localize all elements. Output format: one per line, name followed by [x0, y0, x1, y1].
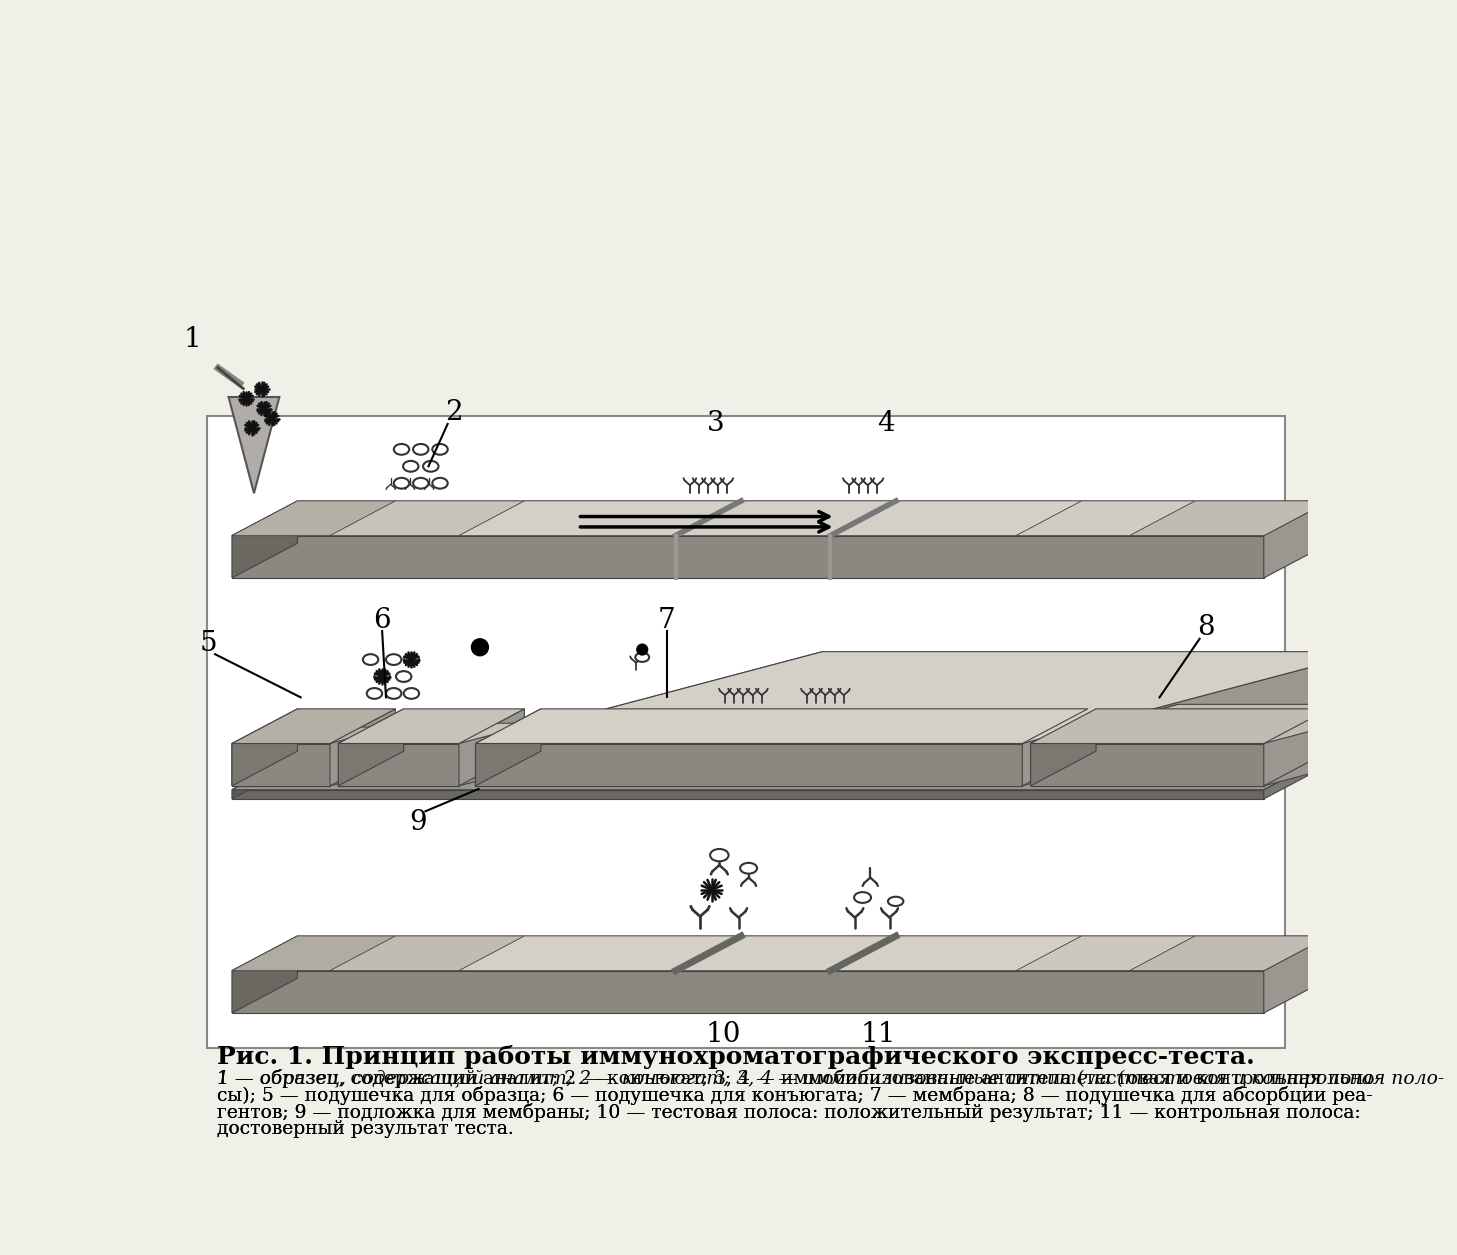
Text: достоверный результат теста.: достоверный результат теста. [217, 1121, 513, 1138]
Polygon shape [232, 536, 1263, 579]
Polygon shape [1129, 501, 1329, 536]
Ellipse shape [414, 478, 428, 488]
Polygon shape [338, 723, 415, 786]
Text: 6: 6 [373, 607, 390, 634]
Ellipse shape [887, 897, 903, 906]
Text: сы); 5 — подушечка для образца; 6 — подушечка для конъюгата; 7 — мембрана; 8 — п: сы); 5 — подушечка для образца; 6 — поду… [217, 1086, 1372, 1104]
Polygon shape [1263, 709, 1329, 786]
Ellipse shape [386, 688, 401, 699]
Polygon shape [232, 743, 329, 786]
Polygon shape [338, 723, 536, 743]
Polygon shape [229, 397, 280, 493]
Polygon shape [232, 501, 1329, 536]
Polygon shape [475, 651, 822, 786]
Polygon shape [232, 936, 297, 1013]
Polygon shape [232, 709, 297, 786]
Text: 11: 11 [860, 1022, 896, 1048]
Polygon shape [232, 727, 392, 743]
Polygon shape [232, 970, 1263, 1013]
Polygon shape [232, 743, 329, 786]
Text: 2: 2 [444, 399, 463, 425]
Text: сы); 5 — подушечка для образца; 6 — подушечка для конъюгата; 7 — мембрана; 8 — п: сы); 5 — подушечка для образца; 6 — поду… [217, 1086, 1372, 1104]
Polygon shape [232, 756, 297, 799]
Polygon shape [1016, 936, 1195, 970]
Ellipse shape [363, 654, 379, 665]
Text: Рис. 1. Принцип работы иммунохроматографического экспресс-теста.: Рис. 1. Принцип работы иммунохроматограф… [217, 1045, 1254, 1069]
Polygon shape [475, 709, 1088, 743]
Polygon shape [329, 727, 392, 786]
Polygon shape [475, 743, 1023, 786]
Polygon shape [1263, 704, 1412, 786]
Polygon shape [1263, 756, 1329, 799]
Circle shape [472, 639, 488, 655]
Text: 3: 3 [707, 410, 726, 438]
Polygon shape [1030, 709, 1096, 786]
Polygon shape [459, 936, 1081, 970]
Polygon shape [1030, 743, 1263, 786]
Polygon shape [459, 709, 525, 786]
Ellipse shape [404, 654, 420, 665]
Polygon shape [1263, 936, 1329, 1013]
Polygon shape [232, 501, 297, 579]
Text: 5: 5 [200, 630, 217, 656]
Ellipse shape [404, 461, 418, 472]
Ellipse shape [367, 688, 382, 699]
Ellipse shape [396, 671, 411, 681]
Polygon shape [1023, 651, 1370, 786]
Text: 10: 10 [705, 1022, 742, 1048]
Polygon shape [1030, 704, 1412, 743]
Text: 9: 9 [409, 808, 427, 836]
Polygon shape [338, 709, 525, 743]
Text: 1: 1 [184, 326, 201, 353]
Polygon shape [475, 709, 541, 786]
Ellipse shape [740, 863, 758, 873]
Polygon shape [338, 743, 459, 786]
Polygon shape [1030, 704, 1179, 786]
Polygon shape [475, 743, 1023, 786]
Polygon shape [232, 709, 395, 743]
Polygon shape [338, 743, 459, 786]
Text: гентов; 9 — подложка для мембраны; 10 — тестовая полоса: положительный результат: гентов; 9 — подложка для мембраны; 10 — … [217, 1103, 1361, 1122]
Ellipse shape [393, 444, 409, 454]
Text: 7: 7 [659, 607, 676, 634]
Polygon shape [338, 709, 404, 786]
Polygon shape [232, 756, 1329, 789]
Ellipse shape [635, 653, 650, 661]
Polygon shape [1030, 709, 1329, 743]
Polygon shape [459, 501, 1081, 536]
Polygon shape [1129, 936, 1329, 970]
Text: 8: 8 [1198, 615, 1215, 641]
Ellipse shape [433, 444, 447, 454]
Polygon shape [459, 723, 536, 786]
Polygon shape [329, 936, 525, 970]
Ellipse shape [393, 478, 409, 488]
Polygon shape [232, 727, 294, 786]
Polygon shape [329, 709, 395, 786]
Polygon shape [1030, 743, 1263, 786]
Polygon shape [1263, 501, 1329, 579]
Text: 1 — образец, содержащий аналит; 2 — конъюгат; 3, 4 — иммобилизованные антитела (: 1 — образец, содержащий аналит; 2 — конъ… [217, 1069, 1444, 1088]
Polygon shape [232, 789, 1263, 799]
Text: достоверный результат теста.: достоверный результат теста. [217, 1121, 513, 1138]
Polygon shape [1023, 709, 1088, 786]
Ellipse shape [854, 892, 871, 902]
Ellipse shape [404, 688, 420, 699]
Circle shape [637, 644, 647, 655]
Polygon shape [232, 501, 395, 536]
Text: 4: 4 [877, 410, 895, 438]
Text: 1 — образец, содержащий аналит; 2 — конъюгат; 3, 4 — иммобилизованные антитела (: 1 — образец, содержащий аналит; 2 — конъ… [217, 1069, 1381, 1088]
Ellipse shape [414, 444, 428, 454]
Ellipse shape [710, 848, 728, 861]
Ellipse shape [374, 671, 390, 681]
Polygon shape [329, 501, 525, 536]
Ellipse shape [423, 461, 439, 472]
Polygon shape [475, 651, 1370, 743]
Polygon shape [207, 417, 1285, 1048]
Ellipse shape [386, 654, 401, 665]
Polygon shape [232, 936, 1329, 970]
Ellipse shape [433, 478, 447, 488]
Text: гентов; 9 — подложка для мембраны; 10 — тестовая полоса: положительный результат: гентов; 9 — подложка для мембраны; 10 — … [217, 1103, 1361, 1122]
Polygon shape [232, 936, 395, 970]
Polygon shape [1016, 501, 1195, 536]
